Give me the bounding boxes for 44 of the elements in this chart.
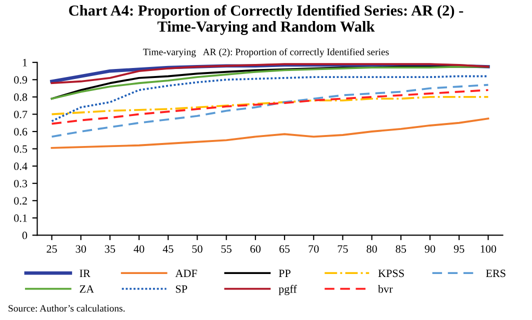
line-series <box>50 89 490 125</box>
x-tick-label: 45 <box>162 245 174 253</box>
x-tick-label: 95 <box>454 245 464 253</box>
y-tick-label: 0.5 <box>14 145 28 153</box>
text: Time-varying AR (2): Proportion of correctly Identified series <box>143 48 389 58</box>
x-tick-label: 55 <box>221 245 232 253</box>
x-tick-label: 85 <box>396 245 406 253</box>
legend-label: KPSS <box>378 270 404 278</box>
y-tick-label: 0.8 <box>14 93 28 101</box>
x-tick-label: 100 <box>480 245 496 253</box>
x-tick-label: 50 <box>192 245 202 253</box>
legend-label: ZA <box>80 285 94 293</box>
y-tick-label: 0.7 <box>14 110 28 118</box>
y-tick-label: 0.9 <box>14 76 28 84</box>
x-tick-label: 70 <box>308 245 319 253</box>
x-tick-label: 80 <box>366 245 377 253</box>
legend-label: pgff <box>278 284 297 296</box>
y-tick-label: 0.6 <box>14 128 28 136</box>
x-tick-label: 25 <box>46 245 57 253</box>
source-note: Source: Author’s calculations. <box>8 304 125 312</box>
y-tick-label: 1 <box>22 58 27 66</box>
y-tick-label: 0.4 <box>14 162 28 170</box>
chart-title: Chart A4: Proportion of Correctly Identified Series: AR (2) - Time-Varying and Random Walk <box>69 4 464 35</box>
line-series <box>50 84 490 138</box>
legend-label: SP <box>176 285 188 293</box>
legend-label: bvr <box>378 284 393 293</box>
x-tick-label: 35 <box>104 245 116 253</box>
y-tick-label: 0.3 <box>14 180 28 188</box>
x-tick-label: 30 <box>76 245 86 253</box>
legend-label: ADF <box>175 270 198 277</box>
legend-label: ERS <box>486 270 506 278</box>
y-tick-label: 0 <box>22 232 28 240</box>
line-series <box>50 96 490 116</box>
x-tick-label: 60 <box>250 245 261 253</box>
x-tick-label: 40 <box>134 245 144 253</box>
legend-label: PP <box>278 270 290 277</box>
legend-label: IR <box>80 270 90 277</box>
y-tick-label: 0.2 <box>14 197 27 205</box>
line-series <box>50 75 490 122</box>
x-tick-label: 65 <box>279 245 290 253</box>
line-series <box>50 118 490 149</box>
x-tick-label: 75 <box>338 245 348 253</box>
x-tick-label: 90 <box>424 245 436 253</box>
y-tick-label: 0.1 <box>14 214 27 222</box>
